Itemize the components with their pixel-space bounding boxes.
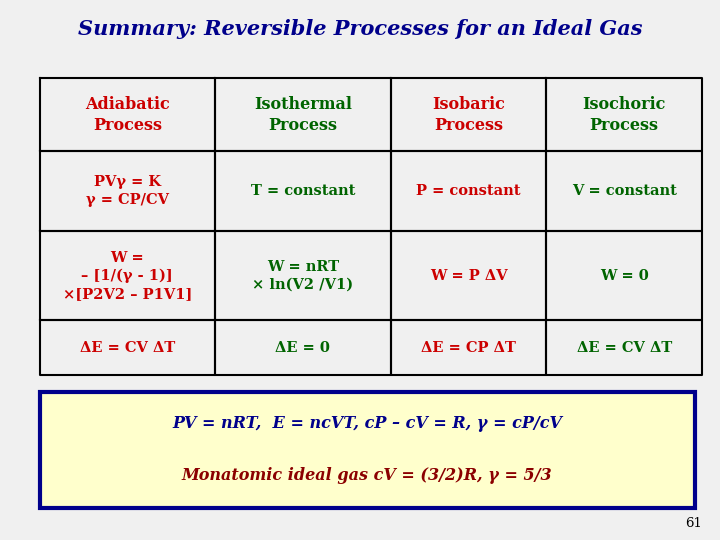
Text: Adiabatic
Process: Adiabatic Process [85,96,170,133]
Text: ΔE = CV ΔT: ΔE = CV ΔT [577,341,672,355]
Text: ΔE = CV ΔT: ΔE = CV ΔT [80,341,175,355]
Text: P = constant: P = constant [416,184,521,198]
Text: 61: 61 [685,517,702,530]
FancyBboxPatch shape [40,392,695,508]
Text: PVγ = K
γ = CP/CV: PVγ = K γ = CP/CV [86,175,169,207]
Text: Isobaric
Process: Isobaric Process [432,96,505,133]
Text: PV = nRT,  E = ncVT, cP – cV = R, γ = cP/cV: PV = nRT, E = ncVT, cP – cV = R, γ = cP/… [172,415,562,432]
Text: Monatomic ideal gas cV = (3/2)R, γ = 5/3: Monatomic ideal gas cV = (3/2)R, γ = 5/3 [182,467,552,484]
Text: W =
– [1/(γ - 1)]
×[P2V2 – P1V1]: W = – [1/(γ - 1)] ×[P2V2 – P1V1] [63,251,192,301]
Text: W = 0: W = 0 [600,269,649,283]
Text: Isothermal
Process: Isothermal Process [254,96,352,133]
Text: W = nRT
× ln(V2 /V1): W = nRT × ln(V2 /V1) [252,260,354,292]
Text: Summary: Reversible Processes for an Ideal Gas: Summary: Reversible Processes for an Ide… [78,19,642,39]
Text: T = constant: T = constant [251,184,355,198]
Text: V = constant: V = constant [572,184,677,198]
Text: W = P ΔV: W = P ΔV [430,269,508,283]
Text: ΔE = 0: ΔE = 0 [276,341,330,355]
Text: ΔE = CP ΔT: ΔE = CP ΔT [421,341,516,355]
Text: Isochoric
Process: Isochoric Process [582,96,666,133]
